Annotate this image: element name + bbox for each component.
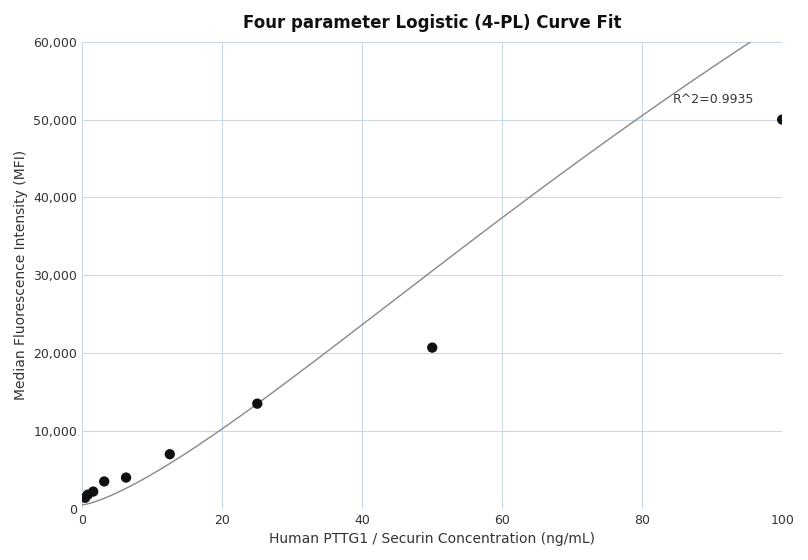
Point <box>426 343 439 352</box>
Text: R^2=0.9935: R^2=0.9935 <box>673 92 754 106</box>
Point <box>82 490 95 499</box>
Y-axis label: Median Fluorescence Intensity (MFI): Median Fluorescence Intensity (MFI) <box>14 150 28 400</box>
Title: Four parameter Logistic (4-PL) Curve Fit: Four parameter Logistic (4-PL) Curve Fit <box>243 14 621 32</box>
Point <box>98 477 111 486</box>
Point <box>78 493 91 502</box>
Point <box>250 399 263 408</box>
X-axis label: Human PTTG1 / Securin Concentration (ng/mL): Human PTTG1 / Securin Concentration (ng/… <box>269 532 595 546</box>
Point <box>776 115 789 124</box>
Point <box>86 487 99 496</box>
Point <box>163 450 176 459</box>
Point <box>120 473 133 482</box>
